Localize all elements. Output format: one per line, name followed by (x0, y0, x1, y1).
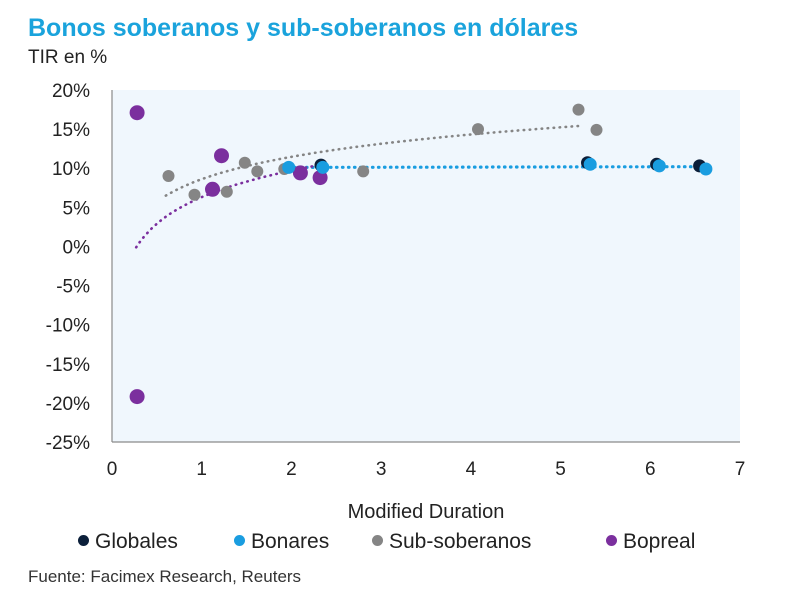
y-tick-label: -5% (56, 277, 90, 298)
plot-area (112, 90, 740, 442)
y-tick-label: -10% (46, 316, 90, 337)
y-axis-ticks: 20% 15% 10% 5% 0% -5% -10% -15% -20% -25% (46, 81, 90, 454)
legend-dot-icon (234, 535, 245, 546)
legend-label: Sub-soberanos (389, 530, 532, 553)
y-tick-label: 15% (52, 120, 90, 141)
x-axis-ticks: 0 1 2 3 4 5 6 7 (107, 459, 746, 480)
data-point-sub-soberanos (590, 123, 603, 136)
data-point-sub-soberanos (251, 165, 264, 178)
scatter-chart: 20% 15% 10% 5% 0% -5% -10% -15% -20% -25% 0 1 2 3 4 5 6… (46, 81, 746, 523)
x-tick-label: 3 (376, 459, 387, 480)
legend-label: Bonares (251, 530, 330, 553)
data-point-bonares (316, 160, 330, 174)
legend-item-globales: Globales (78, 530, 178, 554)
data-point-bopreal (292, 165, 308, 181)
y-tick-label: -20% (46, 394, 90, 415)
x-tick-label: 4 (466, 459, 477, 480)
legend-dot-icon (372, 535, 383, 546)
legend-label: Globales (95, 530, 178, 553)
data-point-bonares (583, 157, 597, 171)
data-point-sub-soberanos (357, 165, 370, 178)
legend-item-bopreal: Bopreal (606, 530, 695, 554)
data-point-sub-soberanos (472, 123, 484, 136)
source-note: Fuente: Facimex Research, Reuters (28, 567, 302, 586)
data-point-bopreal (312, 170, 328, 186)
data-points (129, 103, 713, 405)
x-tick-label: 5 (555, 459, 566, 480)
x-tick-label: 1 (196, 459, 207, 480)
data-point-bonares (652, 159, 666, 173)
data-point-bopreal (214, 148, 229, 164)
legend-dot-icon (78, 535, 89, 546)
x-axis-label: Modified Duration (348, 501, 505, 523)
y-tick-label: -25% (46, 433, 90, 454)
data-point-sub-soberanos (572, 103, 585, 116)
y-tick-label: 10% (52, 159, 90, 180)
legend-item-bonares: Bonares (234, 530, 329, 554)
data-point-sub-soberanos (220, 185, 233, 198)
legend-item-sub-soberanos: Sub-soberanos (372, 530, 531, 554)
x-tick-label: 0 (107, 459, 118, 480)
data-point-bopreal (205, 181, 220, 197)
data-point-sub-soberanos (188, 188, 201, 201)
chart-subtitle: TIR en % (28, 47, 108, 68)
y-tick-label: 0% (63, 237, 91, 258)
data-point-bonares (282, 160, 296, 174)
x-tick-label: 2 (286, 459, 297, 480)
data-point-bopreal (129, 389, 145, 405)
data-point-bonares (699, 162, 713, 176)
axes (111, 90, 740, 443)
trendline-bonares (280, 165, 706, 169)
legend-label: Bopreal (623, 530, 696, 553)
y-tick-label: 5% (63, 198, 91, 219)
legend-dot-icon (606, 535, 617, 546)
y-tick-label: 20% (52, 81, 90, 102)
chart-title: Bonos soberanos y sub-soberanos en dólar… (28, 14, 579, 42)
x-tick-label: 6 (645, 459, 656, 480)
data-point-sub-soberanos (162, 170, 175, 182)
data-point-sub-soberanos (238, 156, 251, 169)
data-point-bopreal (129, 105, 145, 121)
x-tick-label: 7 (735, 459, 746, 480)
legend: Globales Bonares Sub-soberanos Bopreal (0, 530, 800, 560)
y-tick-label: -15% (46, 355, 90, 376)
